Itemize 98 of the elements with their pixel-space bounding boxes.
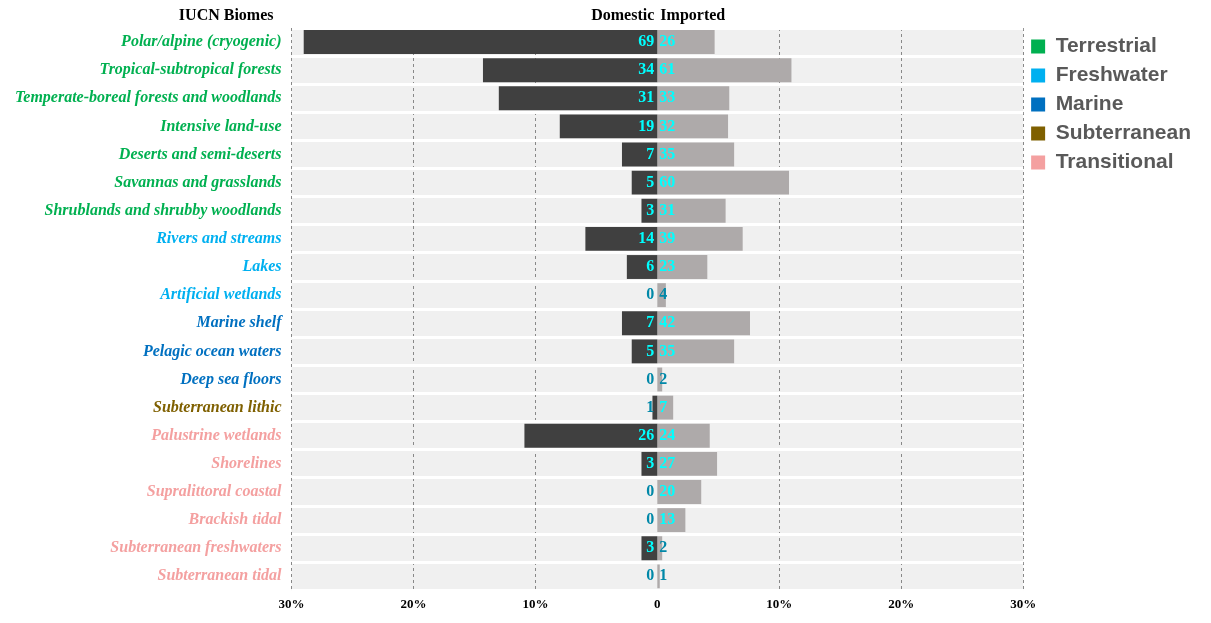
annotation: 6 — [646, 257, 655, 275]
y-tick-label: Pelagic ocean waters — [141, 341, 282, 360]
annotation: 14 — [638, 229, 655, 247]
annotation: 3 — [646, 454, 655, 471]
annotation: 0 — [646, 510, 655, 528]
bar — [657, 423, 710, 448]
annotation: 26 — [638, 425, 655, 443]
annotation: 0 — [646, 482, 655, 500]
legend-label: Subterranean — [1055, 120, 1191, 144]
annotation: 31 — [638, 88, 655, 106]
y-tick-label: Subterranean lithic — [153, 397, 282, 415]
x-tick-label: 30% — [1010, 595, 1037, 611]
y-tick-label: Subterranean tidal — [157, 566, 283, 584]
x-tick-label: 0 — [654, 595, 661, 611]
annotation: 20 — [659, 482, 676, 500]
annotation: 39 — [659, 229, 676, 247]
y-axis-title: IUCN Biomes — [178, 6, 274, 24]
annotation: 34 — [638, 60, 655, 78]
bar — [657, 198, 726, 223]
annotation: 19 — [638, 116, 655, 134]
annotation: 23 — [659, 257, 676, 275]
y-tick-label: Subterranean freshwaters — [110, 538, 282, 557]
y-tick-label: Palustrine wetlands — [150, 425, 282, 443]
annotation: 2 — [659, 538, 668, 556]
bar — [559, 114, 658, 139]
y-tick-label: Supralittoral coastal — [146, 482, 283, 501]
annotation: 31 — [659, 200, 676, 218]
y-tick-label: Rivers and streams — [155, 229, 282, 247]
bar — [657, 226, 743, 251]
annotation: 3 — [646, 200, 655, 218]
annotation: 32 — [659, 116, 676, 134]
y-tick-label: Polar/alpine (cryogenic) — [120, 32, 282, 51]
y-tick-label: Shorelines — [211, 454, 282, 471]
y-tick-label: Deserts and semi-deserts — [117, 144, 282, 162]
series-label: Domestic — [591, 6, 655, 24]
x-tick-label: 20% — [888, 595, 915, 611]
bar — [585, 226, 658, 251]
annotation: 4 — [659, 285, 668, 303]
bar — [657, 564, 660, 589]
y-tick-label: Intensive land-use — [159, 116, 282, 134]
bar — [657, 30, 715, 55]
annotation: 35 — [659, 341, 676, 359]
annotation: 60 — [659, 172, 676, 190]
y-tick-label: Temperate-boreal forests and woodlands — [14, 88, 282, 107]
y-tick-label: Deep sea floors — [179, 369, 282, 388]
annotation: 0 — [646, 566, 655, 584]
y-tick-label: Tropical-subtropical forests — [99, 60, 282, 79]
bar — [657, 339, 735, 364]
legend-label: Transitional — [1055, 149, 1174, 173]
bar — [621, 311, 658, 336]
y-tick-label: Brackish tidal — [187, 510, 283, 528]
annotation: 3 — [646, 538, 655, 556]
annotation: 1 — [659, 566, 668, 584]
bar — [524, 423, 658, 448]
y-tick-label: Artificial wetlands — [159, 285, 282, 304]
x-tick-label: 20% — [400, 595, 427, 611]
bar — [657, 311, 750, 336]
bar — [657, 58, 792, 83]
bar — [657, 395, 674, 420]
annotation: 2 — [659, 369, 668, 387]
annotation: 24 — [659, 425, 676, 443]
bar — [498, 86, 658, 111]
bar — [652, 395, 658, 420]
annotation: 61 — [659, 60, 676, 78]
annotation: 7 — [646, 144, 655, 162]
bar — [657, 255, 708, 279]
annotation: 33 — [659, 88, 676, 106]
annotation: 7 — [646, 313, 655, 331]
x-tick-label: 30% — [278, 595, 305, 611]
x-tick-label: 10% — [522, 595, 549, 611]
legend-label: Terrestrial — [1055, 33, 1157, 57]
bar — [657, 451, 718, 476]
annotation: 5 — [646, 341, 655, 359]
annotation: 69 — [638, 32, 655, 50]
bar — [303, 30, 658, 55]
bar — [657, 142, 735, 167]
bar — [657, 86, 730, 111]
y-tick-label: Savannas and grasslands — [114, 172, 282, 191]
annotation: 42 — [659, 313, 676, 331]
annotation: 0 — [646, 285, 655, 303]
legend-label: Freshwater — [1055, 62, 1168, 86]
x-tick-label: 10% — [766, 595, 793, 611]
legend-label: Marine — [1055, 91, 1124, 115]
annotation: 27 — [659, 454, 676, 471]
annotation: 26 — [659, 32, 676, 50]
bar — [621, 142, 658, 167]
annotation: 35 — [659, 144, 676, 162]
annotation: 5 — [646, 172, 655, 190]
bar — [657, 114, 729, 139]
series-label: Imported — [660, 6, 726, 25]
annotation: 0 — [646, 369, 655, 387]
y-tick-label: Lakes — [241, 257, 282, 275]
y-tick-label: Shrublands and shrubby woodlands — [44, 200, 282, 219]
y-tick-label: Marine shelf — [195, 313, 284, 332]
bar — [482, 58, 658, 83]
bar — [657, 170, 790, 195]
annotation: 13 — [659, 510, 676, 528]
annotation: 7 — [659, 397, 668, 415]
